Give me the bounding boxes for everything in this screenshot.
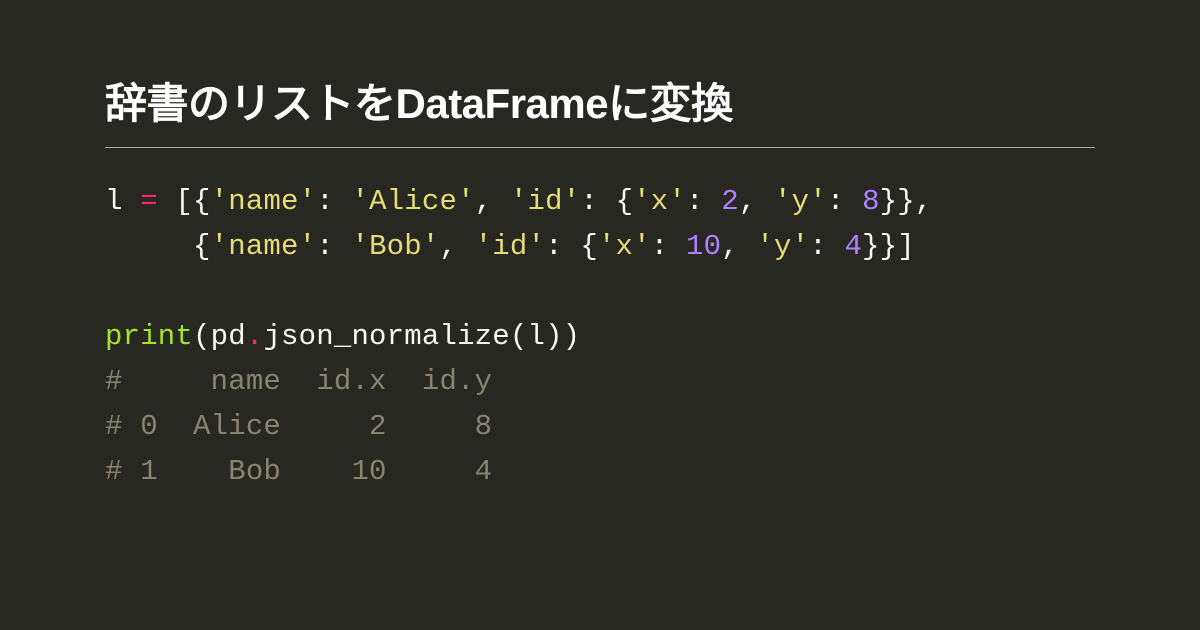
code-line: # 1 Bob 10 4 bbox=[105, 455, 492, 488]
code-token-punct: { bbox=[105, 230, 211, 263]
code-token-string: 'x' bbox=[598, 230, 651, 263]
code-token-punct: : bbox=[316, 185, 351, 218]
code-token-comment: # name id.x id.y bbox=[105, 365, 492, 398]
code-token-comment: # 0 Alice 2 8 bbox=[105, 410, 492, 443]
code-token-punct: , bbox=[439, 230, 474, 263]
code-line: l = [{'name': 'Alice', 'id': {'x': 2, 'y… bbox=[105, 185, 932, 218]
code-token-comment: # 1 Bob 10 4 bbox=[105, 455, 492, 488]
code-token-string: 'y' bbox=[774, 185, 827, 218]
code-token-punct: , bbox=[739, 185, 774, 218]
code-token-func: print bbox=[105, 320, 193, 353]
code-token-punct: : { bbox=[545, 230, 598, 263]
code-token-number: 10 bbox=[686, 230, 721, 263]
code-token-string: 'x' bbox=[633, 185, 686, 218]
code-token-string: 'id' bbox=[475, 230, 545, 263]
code-token-punct: [{ bbox=[158, 185, 211, 218]
code-token-punct: }}, bbox=[880, 185, 933, 218]
code-token-punct: : bbox=[827, 185, 862, 218]
code-token-string: 'y' bbox=[756, 230, 809, 263]
code-token-punct: : bbox=[809, 230, 844, 263]
code-token-string: 'id' bbox=[510, 185, 580, 218]
code-line: # 0 Alice 2 8 bbox=[105, 410, 492, 443]
code-token-punct: , bbox=[721, 230, 756, 263]
code-token-default: json_normalize(l)) bbox=[263, 320, 580, 353]
code-token-string: 'Bob' bbox=[351, 230, 439, 263]
code-token-string: 'Alice' bbox=[351, 185, 474, 218]
code-token-default: (pd bbox=[193, 320, 246, 353]
code-line: print(pd.json_normalize(l)) bbox=[105, 320, 580, 353]
code-token-punct: }}] bbox=[862, 230, 915, 263]
code-token-string: 'name' bbox=[211, 230, 317, 263]
page-title: 辞書のリストをDataFrameに変換 bbox=[105, 70, 1095, 148]
code-token-punct: : { bbox=[580, 185, 633, 218]
code-token-string: 'name' bbox=[211, 185, 317, 218]
code-block: l = [{'name': 'Alice', 'id': {'x': 2, 'y… bbox=[105, 180, 1095, 495]
code-token-number: 4 bbox=[844, 230, 862, 263]
code-token-operator: . bbox=[246, 320, 264, 353]
code-token-punct: : bbox=[316, 230, 351, 263]
code-token-punct: : bbox=[686, 185, 721, 218]
code-token-default: l bbox=[105, 185, 140, 218]
code-token-punct: , bbox=[475, 185, 510, 218]
code-token-operator: = bbox=[140, 185, 158, 218]
code-token-number: 8 bbox=[862, 185, 880, 218]
code-line: {'name': 'Bob', 'id': {'x': 10, 'y': 4}}… bbox=[105, 230, 915, 263]
code-token-punct: : bbox=[651, 230, 686, 263]
code-token-number: 2 bbox=[721, 185, 739, 218]
code-line: # name id.x id.y bbox=[105, 365, 492, 398]
